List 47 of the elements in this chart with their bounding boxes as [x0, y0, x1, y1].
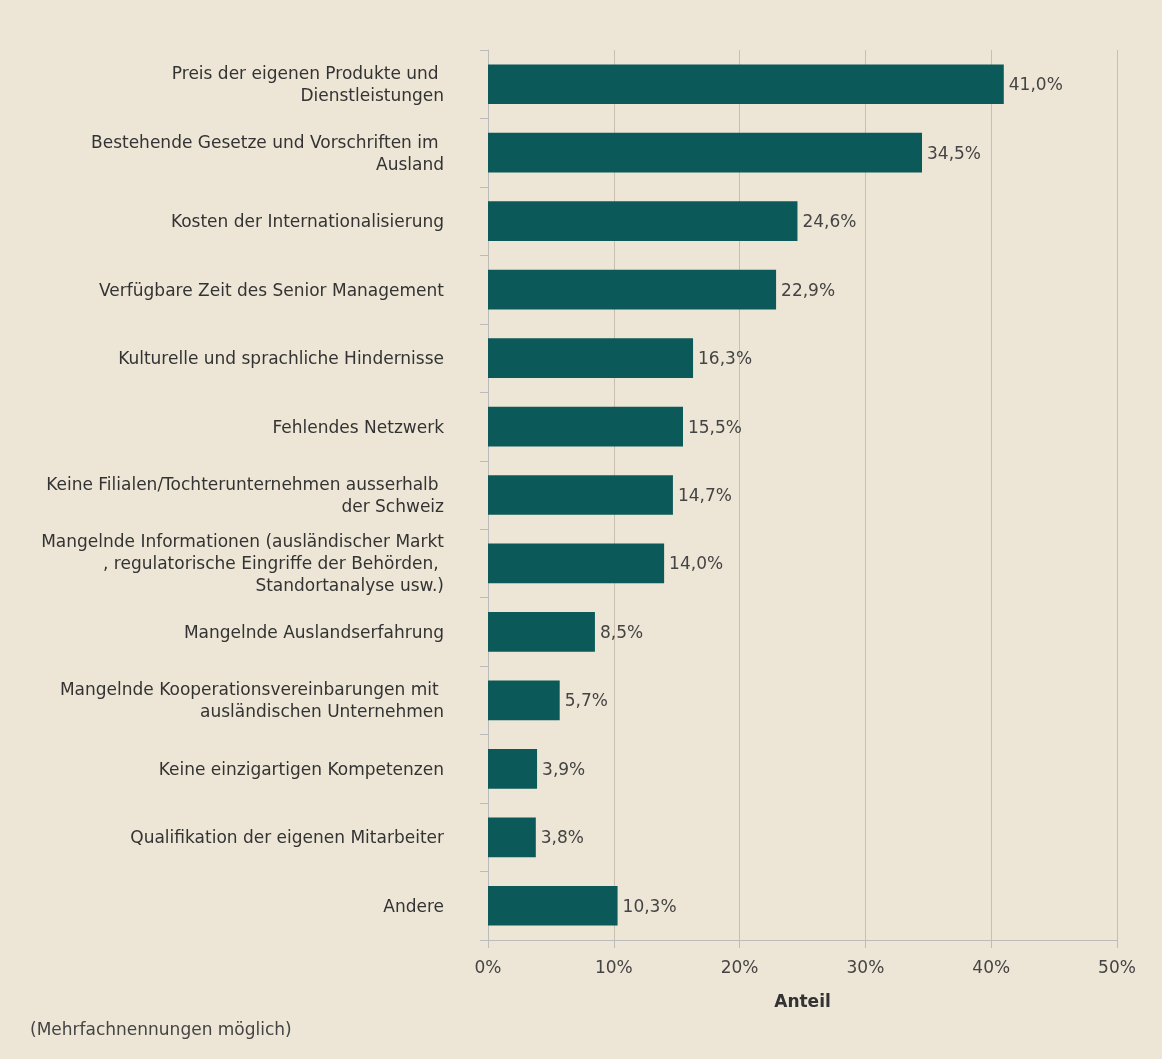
data-label: 8,5%	[599, 621, 644, 642]
data-label: 10,3%	[622, 895, 677, 916]
x-axis-title: Anteil	[774, 990, 831, 1011]
data-label: 5,7%	[564, 690, 608, 711]
bar	[488, 201, 798, 242]
x-tick-label: 0%	[474, 956, 502, 977]
x-tick-label: 30%	[846, 956, 885, 977]
y-tick-label: Mangelnde Auslandserfahrung	[183, 621, 444, 642]
y-tick-label: Mangelnde Kooperationsvereinbarungen mit ausländischen Unternehmen	[59, 679, 444, 722]
bar	[488, 612, 595, 652]
bar	[488, 406, 683, 447]
data-label: 41,0%	[1008, 74, 1063, 95]
bar	[488, 885, 618, 926]
bar	[488, 680, 560, 721]
bar	[488, 132, 923, 173]
y-tick-label: Keine Filialen/Tochterunternehmen ausserhalb der Schweiz	[46, 474, 445, 516]
bar	[488, 543, 665, 584]
data-label: 3,8%	[540, 827, 585, 848]
bar	[488, 269, 777, 310]
y-tick-label: Bestehende Gesetze und Vorschriften im Ausland	[91, 131, 444, 174]
bar	[488, 338, 694, 378]
bar	[488, 475, 673, 515]
x-tick-label: 50%	[1098, 956, 1136, 977]
y-tick-label: Fehlendes Netzwerk	[272, 416, 445, 437]
x-tick-label: 20%	[720, 956, 759, 977]
data-label: 3,9%	[542, 758, 586, 779]
y-tick-label: Kulturelle und sprachliche Hindernisse	[118, 348, 444, 369]
bar	[488, 817, 536, 858]
y-tick-label: Preis der eigenen Produkte und Dienstleistungen	[171, 63, 444, 106]
bar	[488, 748, 538, 789]
x-tick-label: 40%	[972, 956, 1011, 977]
y-tick-label: Andere	[383, 895, 444, 916]
data-label: 22,9%	[781, 279, 836, 300]
y-tick-label: Verfügbare Zeit des Senior Management	[99, 279, 445, 300]
y-tick-label: Qualifikation der eigenen Mitarbeiter	[130, 827, 444, 848]
bar	[488, 64, 1004, 105]
y-tick-label: Mangelnde Informationen (ausländischer Markt, regulatorische Eingriffe der Behörden, Standortanalyse usw.)	[41, 531, 445, 596]
x-tick-label: 10%	[594, 956, 633, 977]
data-label: 16,3%	[698, 348, 753, 369]
data-label: 15,5%	[687, 416, 743, 437]
data-label: 24,6%	[802, 211, 857, 232]
data-label: 14,0%	[669, 553, 724, 574]
text: (Mehrfachnennungen möglich)	[30, 1018, 292, 1039]
y-tick-label: Keine einzigartigen Kompetenzen	[158, 758, 444, 779]
y-tick-label: Kosten der Internationalisierung	[170, 211, 444, 232]
data-label: 34,5%	[927, 142, 982, 163]
data-label: 14,7%	[677, 485, 732, 505]
